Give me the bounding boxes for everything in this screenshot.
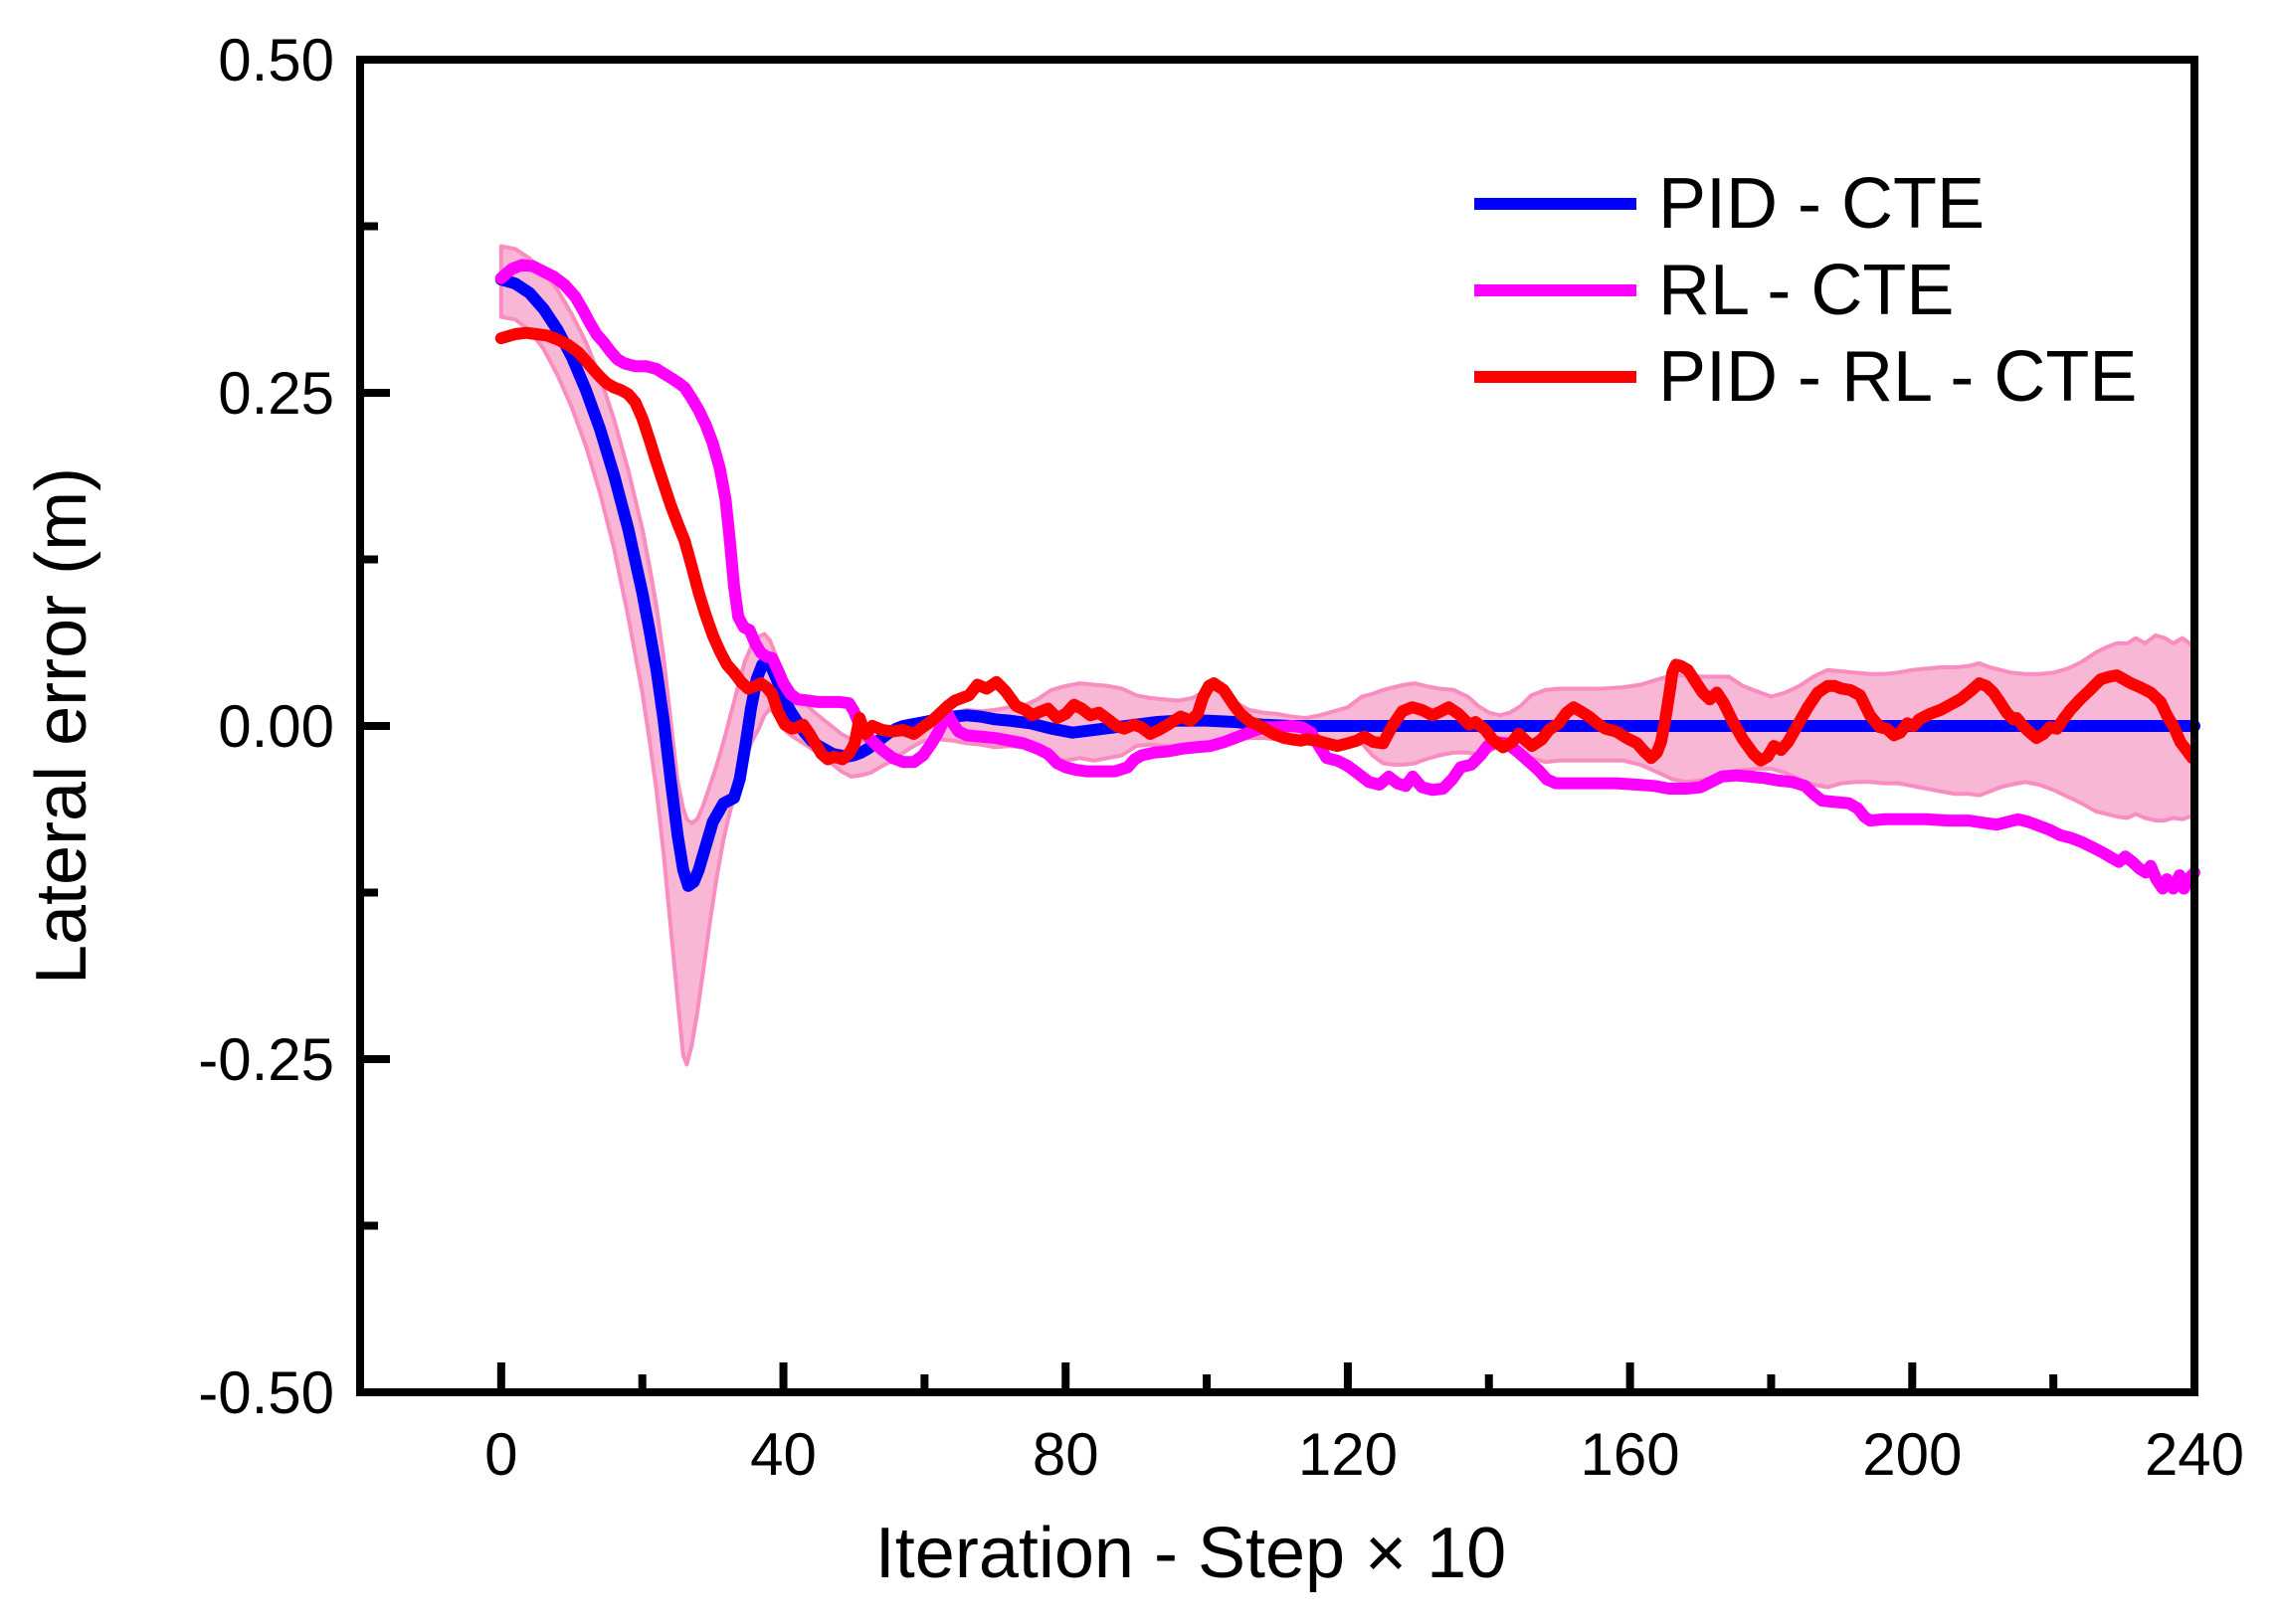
- x-tick-label: 40: [750, 1421, 817, 1488]
- legend-label-pid-cte: PID - CTE: [1658, 163, 1986, 244]
- x-tick-label: 200: [1862, 1421, 1962, 1488]
- series-line-pid-rl-cte: [494, 326, 2198, 767]
- x-tick-label: 80: [1033, 1421, 1099, 1488]
- y-axis-title: Lateral error (m): [22, 466, 101, 986]
- legend-item-pid-rl-cte: PID - RL - CTE: [1474, 333, 2137, 420]
- x-axis-title: Iteration - Step × 10: [874, 1514, 1507, 1593]
- legend-swatch-pid-rl-cte: [1474, 370, 1636, 383]
- x-tick-label: 120: [1298, 1421, 1398, 1488]
- legend-item-pid-cte: PID - CTE: [1474, 160, 2137, 247]
- y-tick-label: 0.00: [218, 693, 334, 760]
- x-tick-label: 0: [484, 1421, 517, 1488]
- y-tick-label: -0.50: [198, 1359, 334, 1426]
- x-tick-label: 160: [1581, 1421, 1680, 1488]
- legend: PID - CTE RL - CTE PID - RL - CTE: [1474, 160, 2137, 420]
- legend-label-rl-cte: RL - CTE: [1658, 250, 1955, 330]
- y-tick-label: 0.25: [218, 360, 334, 427]
- legend-swatch-pid-cte: [1474, 197, 1636, 210]
- legend-item-rl-cte: RL - CTE: [1474, 247, 2137, 333]
- x-tick-label: 240: [2145, 1421, 2244, 1488]
- legend-swatch-rl-cte: [1474, 283, 1636, 296]
- legend-label-pid-rl-cte: PID - RL - CTE: [1658, 336, 2138, 417]
- y-tick-label: -0.25: [198, 1026, 334, 1093]
- y-tick-label: 0.50: [218, 27, 334, 93]
